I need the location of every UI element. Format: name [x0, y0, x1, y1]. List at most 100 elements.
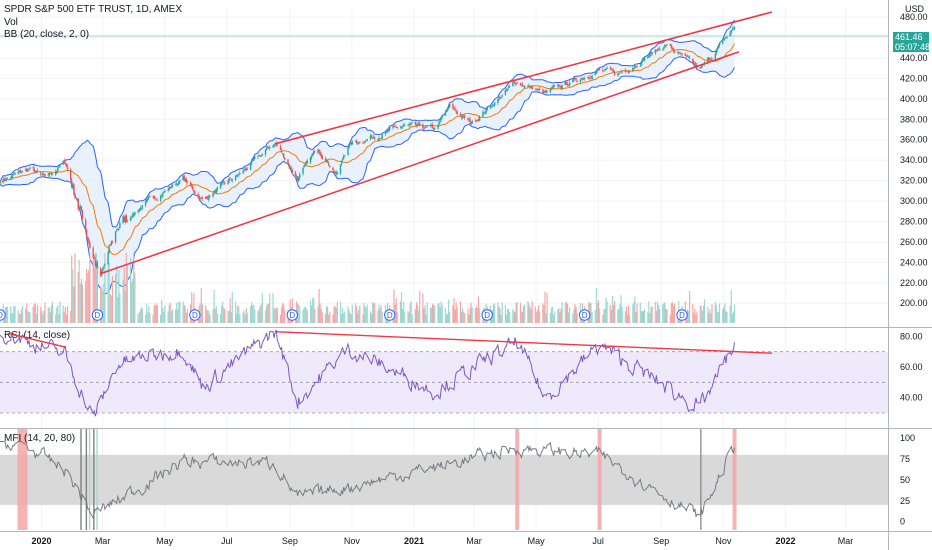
volume-bar — [469, 307, 471, 323]
mfi-oversold-highlight — [93, 429, 95, 530]
candle-body — [134, 212, 136, 215]
candle-body — [246, 169, 248, 171]
price-candle — [297, 176, 299, 182]
candle-body — [27, 170, 29, 171]
candle-body — [99, 268, 102, 276]
candle-body — [243, 169, 245, 171]
candle-body — [658, 48, 661, 51]
candle-body — [125, 215, 127, 223]
volume-bar — [313, 298, 315, 323]
price-candle — [162, 191, 164, 199]
price-candle — [725, 37, 727, 39]
candle-body — [320, 154, 322, 157]
volume-bar — [56, 307, 58, 323]
price-candle — [304, 162, 306, 167]
price-candle — [125, 213, 127, 223]
volume-bar — [246, 312, 248, 323]
volume-bar — [551, 306, 554, 323]
candle-body — [242, 171, 244, 174]
price-candle — [242, 169, 244, 175]
volume-bar — [693, 312, 695, 323]
price-candle — [602, 67, 604, 73]
candle-body — [176, 183, 178, 185]
price-candle — [687, 55, 690, 59]
volume-bar — [462, 307, 464, 323]
candle-body — [148, 196, 150, 198]
volume-bar — [418, 310, 420, 323]
volume-bar — [426, 302, 428, 323]
volume-bar — [48, 307, 50, 323]
price-candle — [692, 58, 694, 63]
price-candle — [28, 168, 30, 172]
price-candle — [410, 122, 412, 126]
volume-bar — [456, 307, 458, 323]
volume-bar — [605, 297, 607, 323]
candle-body — [438, 121, 440, 125]
volume-bar — [357, 313, 359, 323]
price-candle — [583, 76, 586, 81]
candle-body — [665, 45, 667, 47]
candle-body — [624, 69, 626, 72]
price-candle — [381, 133, 383, 140]
price-candle — [41, 173, 43, 176]
candle-body — [159, 196, 162, 201]
price-candle — [395, 125, 397, 128]
price-candle — [204, 196, 207, 199]
volume-bar — [494, 303, 496, 323]
price-candle — [144, 199, 147, 208]
volume-bar — [268, 304, 270, 323]
price-candle — [358, 142, 360, 145]
price-candle — [13, 171, 15, 175]
price-candle — [148, 195, 150, 200]
price-candle — [399, 125, 402, 129]
volume-bar — [27, 310, 29, 323]
volume-bar — [499, 308, 501, 323]
volume-bar — [231, 291, 233, 323]
volume-bar — [162, 307, 164, 323]
candle-body — [594, 73, 596, 76]
volume-bar — [695, 314, 697, 323]
candle-body — [155, 199, 157, 201]
price-candle — [40, 171, 42, 176]
candle-body — [72, 184, 74, 189]
candle-body — [626, 71, 629, 73]
volume-bar — [724, 303, 726, 323]
candle-body — [431, 124, 434, 128]
candle-body — [104, 264, 106, 266]
dividend-marker: D — [384, 309, 396, 321]
candle-body — [298, 177, 300, 181]
price-candle — [295, 174, 298, 179]
volume-bar — [560, 308, 562, 323]
volume-bar — [19, 314, 21, 323]
price-candle — [126, 219, 129, 223]
candle-body — [178, 181, 180, 185]
candle-body — [647, 56, 649, 58]
candle-body — [537, 89, 540, 90]
dividend-marker-circle — [91, 309, 104, 321]
volume-bar — [73, 286, 75, 323]
candle-body — [717, 45, 720, 48]
price-candle — [377, 138, 379, 142]
price-candle — [14, 172, 16, 175]
price-candle — [634, 64, 636, 69]
price-candle — [193, 188, 195, 194]
volume-bar — [341, 314, 343, 323]
price-candle — [590, 75, 592, 79]
candle-body — [460, 115, 463, 118]
candle-body — [399, 127, 402, 129]
price-candle — [64, 160, 66, 166]
volume-bar — [468, 314, 470, 323]
price-candle — [111, 240, 114, 244]
volume-bar — [103, 283, 105, 323]
symbol-legend: SPDR S&P 500 ETF TRUST, 1D, AMEX — [4, 4, 183, 15]
candle-body — [543, 91, 545, 93]
candle-body — [213, 190, 215, 193]
volume-bar — [641, 310, 643, 323]
volume-bar — [444, 307, 446, 323]
volume-bar — [216, 313, 218, 323]
volume-bar — [576, 313, 578, 323]
candle-body — [605, 68, 607, 70]
price-candle — [626, 70, 629, 73]
mfi-band-fill — [0, 454, 888, 505]
